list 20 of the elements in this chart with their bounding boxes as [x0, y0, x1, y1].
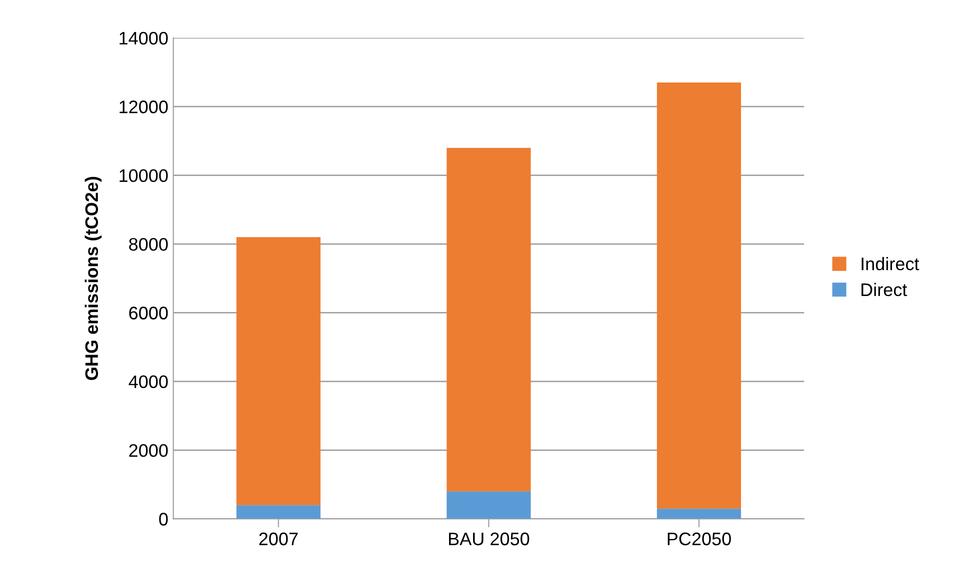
legend-label: Direct — [862, 282, 908, 296]
y-tick-label: 4000 — [128, 375, 168, 388]
y-axis-title: GHG emissions (tCO2e) — [84, 176, 102, 380]
bar — [656, 82, 742, 509]
y-tick-label: 0 — [159, 512, 168, 526]
x-tick-label: PC2050 — [668, 532, 731, 546]
y-tick-label: 12000 — [120, 100, 168, 114]
bar — [236, 237, 321, 506]
legend-label: Indirect — [862, 257, 920, 270]
bar — [446, 491, 531, 519]
bar — [656, 508, 742, 519]
bar — [446, 148, 531, 492]
bar — [236, 505, 321, 519]
y-tick-label: 14000 — [120, 32, 168, 45]
y-tick-label: 2000 — [129, 444, 168, 457]
x-tick-label: BAU 2050 — [449, 532, 530, 546]
y-tick-label: 10000 — [120, 169, 168, 182]
y-tick-label: 6000 — [129, 306, 168, 320]
y-tick-label: 8000 — [129, 238, 168, 251]
x-tick-label: 2007 — [259, 532, 298, 546]
